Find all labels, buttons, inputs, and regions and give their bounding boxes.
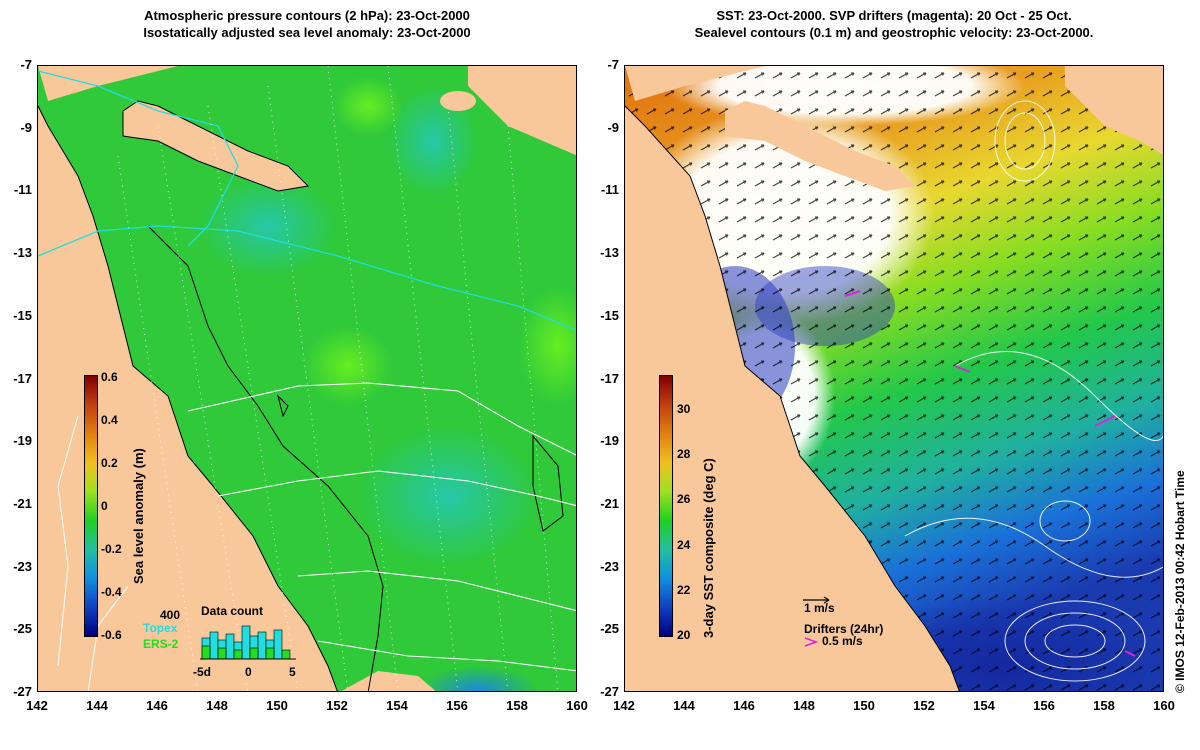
right-map-panel bbox=[624, 65, 1164, 692]
left-ytick-label: -21 bbox=[13, 495, 32, 511]
right-ytick-label: -21 bbox=[600, 495, 619, 511]
cbar-tick-0: 0 bbox=[101, 499, 108, 513]
sst-colorbar-label: 3-day SST composite (deg C) bbox=[701, 458, 716, 638]
histogram-xtick-5: 5 bbox=[289, 665, 296, 679]
cbar-tick-0.6: 0.6 bbox=[101, 370, 118, 384]
right-xtick-label: 150 bbox=[853, 698, 875, 713]
left-xtick-label: 152 bbox=[326, 698, 348, 713]
left-ytick-label: -17 bbox=[13, 370, 32, 386]
left-ytick-label: -15 bbox=[13, 307, 32, 323]
right-ytick-label: -11 bbox=[600, 182, 619, 198]
right-ytick-label: -7 bbox=[607, 57, 619, 72]
right-ytick-label: -19 bbox=[600, 433, 619, 449]
left-xtick-label: 144 bbox=[86, 698, 108, 713]
left-title-line2: Isostatically adjusted sea level anomaly… bbox=[143, 25, 471, 40]
legend-topex: Topex bbox=[143, 621, 178, 635]
right-xtick-label: 152 bbox=[913, 698, 935, 713]
left-xtick-label: 156 bbox=[446, 698, 468, 713]
velocity-scale-arrow bbox=[803, 596, 830, 604]
left-xtick-label: 160 bbox=[566, 698, 588, 713]
imos-credit: © IMOS 12-Feb-2013 00:42 Hobart Time bbox=[1173, 470, 1187, 693]
right-ytick-label: -9 bbox=[607, 119, 619, 135]
left-ytick-label: -7 bbox=[20, 57, 32, 72]
right-title-line2: Sealevel contours (0.1 m) and geostrophi… bbox=[694, 25, 1094, 40]
left-ytick-label: -23 bbox=[13, 558, 32, 574]
data-count-histogram bbox=[200, 625, 296, 660]
right-xtick-label: 144 bbox=[673, 698, 695, 713]
histogram-xtick-m5d: -5d bbox=[193, 665, 211, 679]
sea-level-colorbar-label: Sea level anomaly (m) bbox=[131, 448, 146, 584]
right-ytick-label: -27 bbox=[600, 684, 619, 699]
right-ytick-label: -25 bbox=[600, 621, 619, 637]
left-ytick-label: -19 bbox=[13, 433, 32, 449]
left-ytick-label: -27 bbox=[13, 684, 32, 699]
cbar-tick-m0.6: -0.6 bbox=[101, 628, 122, 642]
left-xtick-label: 142 bbox=[26, 698, 48, 713]
histogram-ymax: 400 bbox=[160, 608, 181, 622]
sea-level-anomaly-map bbox=[38, 66, 576, 691]
left-ytick-label: -9 bbox=[20, 119, 32, 135]
left-xtick-label: 158 bbox=[506, 698, 528, 713]
right-xtick-label: 148 bbox=[793, 698, 815, 713]
sea-level-colorbar bbox=[84, 375, 98, 637]
right-ytick-label: -23 bbox=[600, 558, 619, 574]
sst-map bbox=[625, 66, 1163, 691]
sst-tick-28: 28 bbox=[677, 447, 691, 461]
sst-tick-20: 20 bbox=[677, 628, 691, 642]
velocity-scale-label: 1 m/s bbox=[804, 601, 835, 615]
drifters-label: Drifters (24hr) bbox=[804, 622, 884, 636]
right-ytick-label: -17 bbox=[600, 370, 619, 386]
left-ytick-label: -13 bbox=[13, 245, 32, 261]
histogram-xtick-0: 0 bbox=[245, 665, 252, 679]
right-xtick-label: 160 bbox=[1153, 698, 1175, 713]
right-xtick-label: 146 bbox=[733, 698, 755, 713]
cbar-tick-m0.4: -0.4 bbox=[101, 585, 122, 599]
right-xtick-label: 142 bbox=[613, 698, 635, 713]
left-xtick-label: 150 bbox=[266, 698, 288, 713]
left-xtick-label: 154 bbox=[386, 698, 408, 713]
right-xtick-label: 154 bbox=[973, 698, 995, 713]
drifters-speed-label: 0.5 m/s bbox=[822, 634, 863, 648]
left-title-line1: Atmospheric pressure contours (2 hPa): 2… bbox=[144, 8, 470, 23]
cbar-tick-m0.2: -0.2 bbox=[101, 542, 122, 556]
sst-tick-24: 24 bbox=[677, 538, 691, 552]
sst-tick-30: 30 bbox=[677, 402, 691, 416]
drifter-scale-arrow bbox=[804, 637, 818, 647]
right-ytick-label: -13 bbox=[600, 245, 619, 261]
left-map-panel bbox=[37, 65, 577, 692]
left-ytick-label: -25 bbox=[13, 621, 32, 637]
left-ytick-label: -11 bbox=[13, 182, 32, 198]
left-xtick-label: 148 bbox=[206, 698, 228, 713]
cbar-tick-0.2: 0.2 bbox=[101, 456, 118, 470]
sst-tick-22: 22 bbox=[677, 583, 691, 597]
right-ytick-label: -15 bbox=[600, 307, 619, 323]
sst-tick-26: 26 bbox=[677, 492, 691, 506]
right-title-line1: SST: 23-Oct-2000. SVP drifters (magenta)… bbox=[716, 8, 1072, 23]
legend-ers2: ERS-2 bbox=[143, 637, 179, 651]
histogram-title: Data count bbox=[201, 604, 264, 618]
right-xtick-label: 156 bbox=[1033, 698, 1055, 713]
right-xtick-label: 158 bbox=[1093, 698, 1115, 713]
sst-colorbar bbox=[659, 375, 673, 637]
left-xtick-label: 146 bbox=[146, 698, 168, 713]
cbar-tick-0.4: 0.4 bbox=[101, 413, 118, 427]
